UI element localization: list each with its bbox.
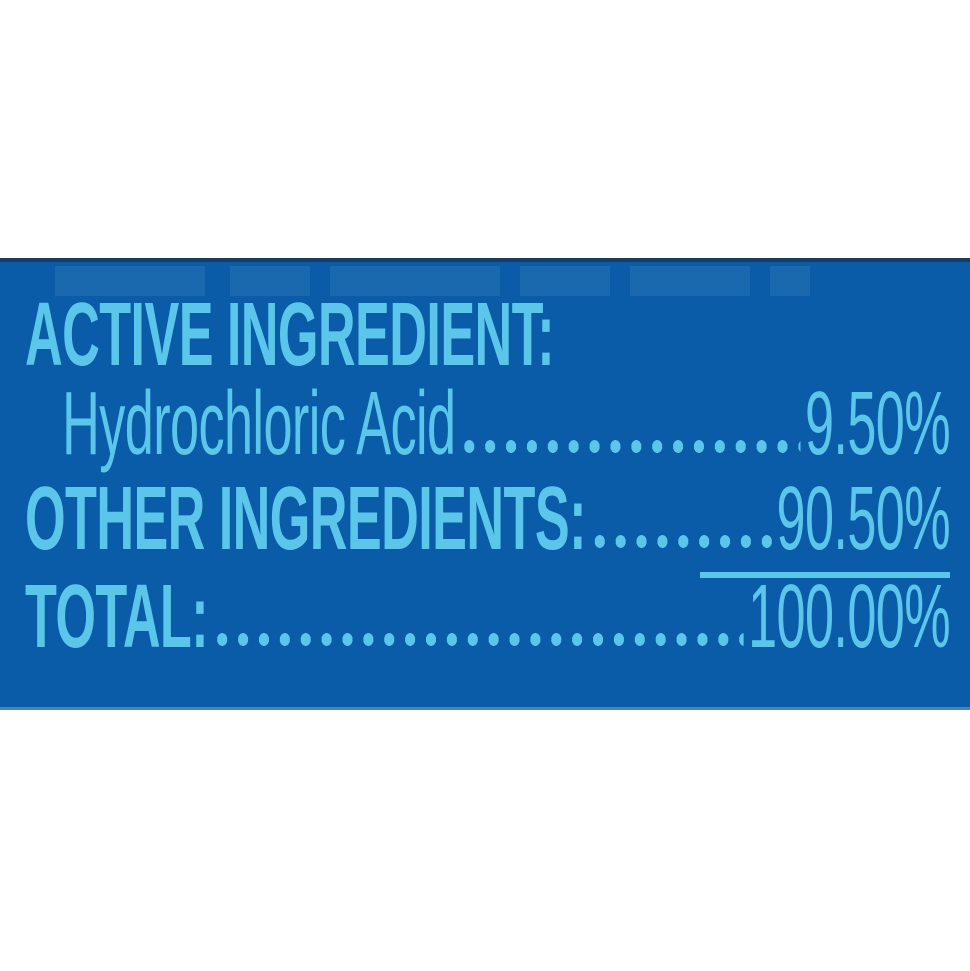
ingredient-name: Hydrochloric Acid — [62, 374, 456, 474]
ingredient-percentage: 9.50% — [804, 374, 951, 474]
other-ingredients-label: OTHER INGREDIENTS: — [25, 469, 586, 569]
sum-rule-line — [700, 572, 950, 578]
other-ingredients-row: OTHER INGREDIENTS: 90.50% — [25, 469, 951, 569]
ingredients-panel: ACTIVE INGREDIENT: Hydrochloric Acid 9.5… — [0, 258, 970, 710]
dot-leader — [211, 632, 744, 647]
ghost-print-mark — [770, 266, 810, 296]
ghost-print-mark — [330, 266, 500, 296]
active-ingredient-heading: ACTIVE INGREDIENT: — [25, 285, 555, 385]
ingredient-row: Hydrochloric Acid 9.50% — [25, 374, 951, 474]
ghost-print-mark — [520, 266, 610, 296]
total-row: TOTAL: 100.00% — [25, 567, 951, 667]
total-percentage: 100.00% — [748, 567, 951, 667]
dot-leader — [589, 534, 772, 549]
ghost-print-mark — [630, 266, 750, 296]
ghost-print-mark — [230, 266, 310, 296]
dot-leader — [458, 439, 801, 454]
active-ingredient-heading-row: ACTIVE INGREDIENT: — [25, 290, 950, 380]
other-ingredients-percentage: 90.50% — [776, 469, 951, 569]
ghost-print-mark — [55, 266, 205, 296]
total-label: TOTAL: — [25, 567, 209, 667]
